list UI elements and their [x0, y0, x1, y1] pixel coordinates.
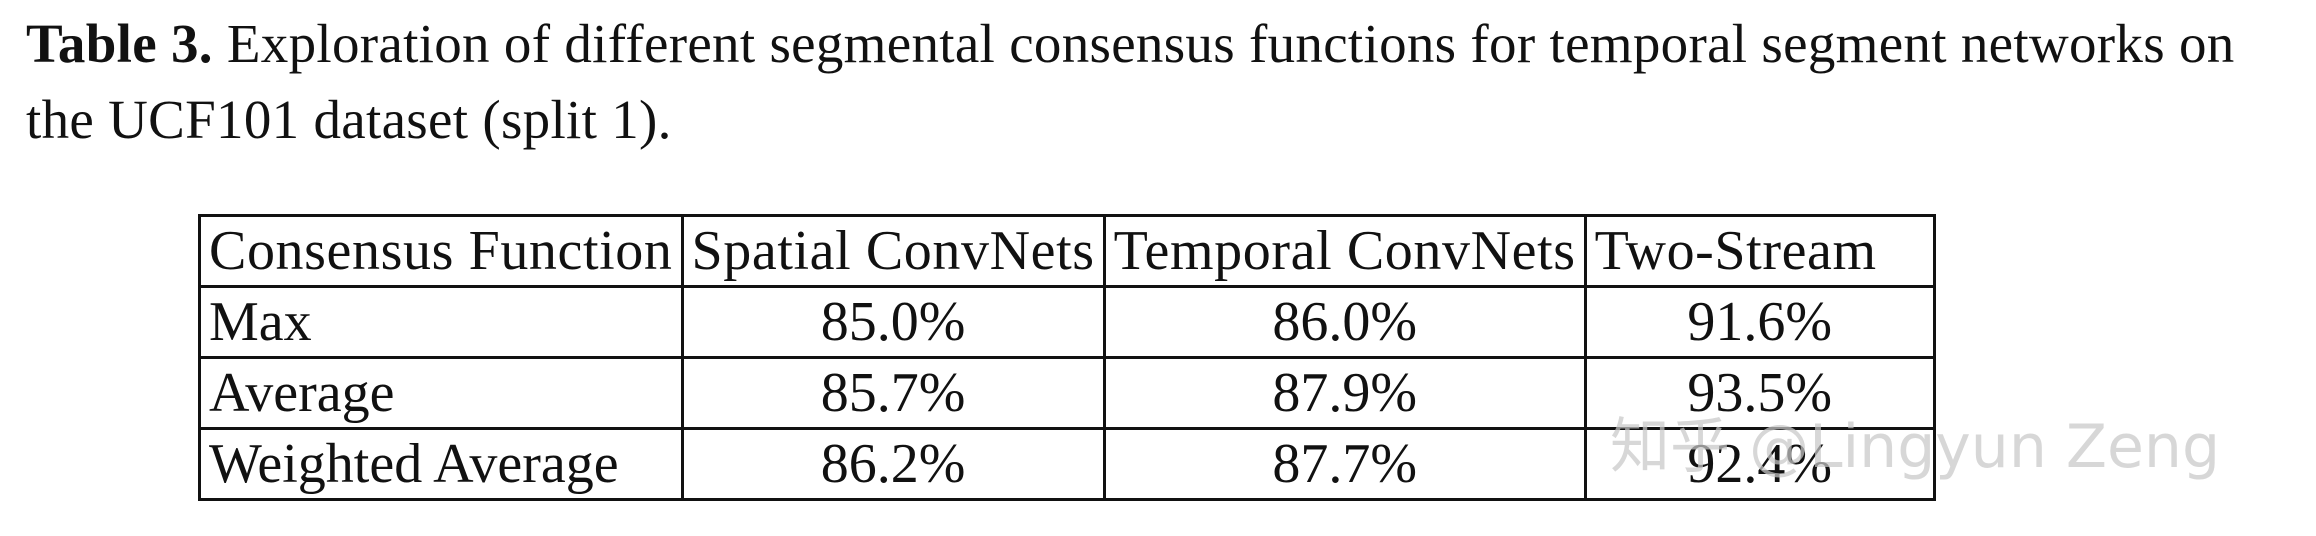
cell-two-stream: 91.6% [1583, 285, 1936, 359]
caption-label: Table 3. [26, 13, 213, 74]
row-label: Average [198, 356, 684, 430]
header-spatial-convnets: Spatial ConvNets [680, 214, 1106, 288]
cell-spatial: 85.7% [680, 356, 1106, 430]
cell-temporal: 87.7% [1102, 427, 1587, 501]
row-label: Weighted Average [198, 427, 684, 501]
table-row-average: Average 85.7% 87.9% 93.5% [198, 356, 1936, 430]
results-table: Consensus Function Spatial ConvNets Temp… [198, 214, 1936, 501]
header-temporal-convnets: Temporal ConvNets [1102, 214, 1587, 288]
cell-spatial: 86.2% [680, 427, 1106, 501]
table-row-max: Max 85.0% 86.0% 91.6% [198, 285, 1936, 359]
table-header-row: Consensus Function Spatial ConvNets Temp… [198, 214, 1936, 288]
table-caption: Table 3. Exploration of different segmen… [26, 6, 2296, 158]
row-label: Max [198, 285, 684, 359]
caption-text: Exploration of different segmental conse… [26, 13, 2235, 150]
cell-two-stream: 92.4% [1583, 427, 1936, 501]
table-row-weighted-average: Weighted Average 86.2% 87.7% 92.4% [198, 427, 1936, 501]
header-consensus-function: Consensus Function [198, 214, 684, 288]
cell-temporal: 87.9% [1102, 356, 1587, 430]
cell-two-stream-best: 93.5% [1583, 356, 1936, 430]
header-two-stream: Two-Stream [1583, 214, 1936, 288]
cell-temporal: 86.0% [1102, 285, 1587, 359]
cell-spatial: 85.0% [680, 285, 1106, 359]
